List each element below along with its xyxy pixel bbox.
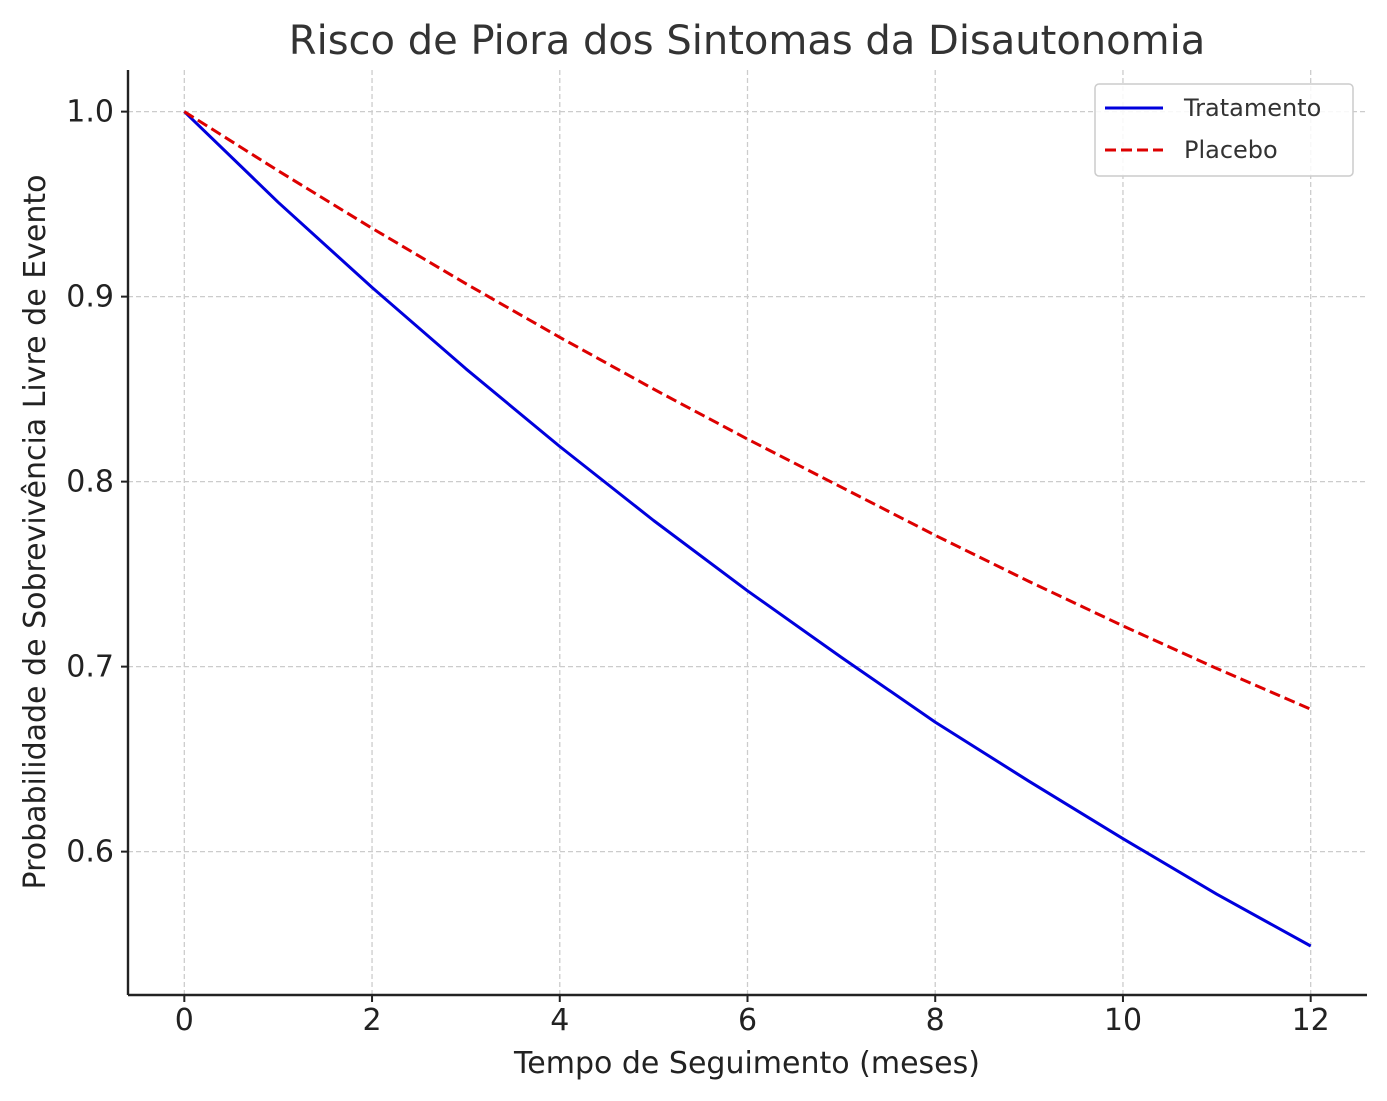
y-tick-label: 0.8 xyxy=(66,465,114,500)
legend-label: Tratamento xyxy=(1183,94,1321,122)
chart-title: Risco de Piora dos Sintomas da Disautono… xyxy=(289,18,1205,64)
y-tick-label: 1.0 xyxy=(66,95,114,130)
grid xyxy=(128,70,1367,995)
y-axis-label: Probabilidade de Sobrevivência Livre de … xyxy=(18,174,53,889)
y-tick-label: 0.6 xyxy=(66,835,114,870)
tick-labels: 0 2 4 6 8 10 12 0.6 0.7 0.8 0.9 1.0 xyxy=(66,95,1329,1038)
y-tick-label: 0.9 xyxy=(66,280,114,315)
x-tick-label: 2 xyxy=(362,1003,381,1038)
x-tick-label: 0 xyxy=(175,1003,194,1038)
x-tick-label: 6 xyxy=(738,1003,757,1038)
series-line-tratamento xyxy=(183,110,1312,948)
x-tick-label: 4 xyxy=(550,1003,569,1038)
x-tick-label: 10 xyxy=(1104,1003,1142,1038)
axes xyxy=(121,70,1367,1002)
x-tick-label: 8 xyxy=(926,1003,945,1038)
legend: Tratamento Placebo xyxy=(1094,83,1354,177)
x-axis-label: Tempo de Seguimento (meses) xyxy=(513,1046,980,1081)
legend-label: Placebo xyxy=(1184,136,1278,164)
x-tick-label: 12 xyxy=(1292,1003,1330,1038)
y-tick-label: 0.7 xyxy=(66,650,114,685)
series-lines xyxy=(183,110,1312,948)
